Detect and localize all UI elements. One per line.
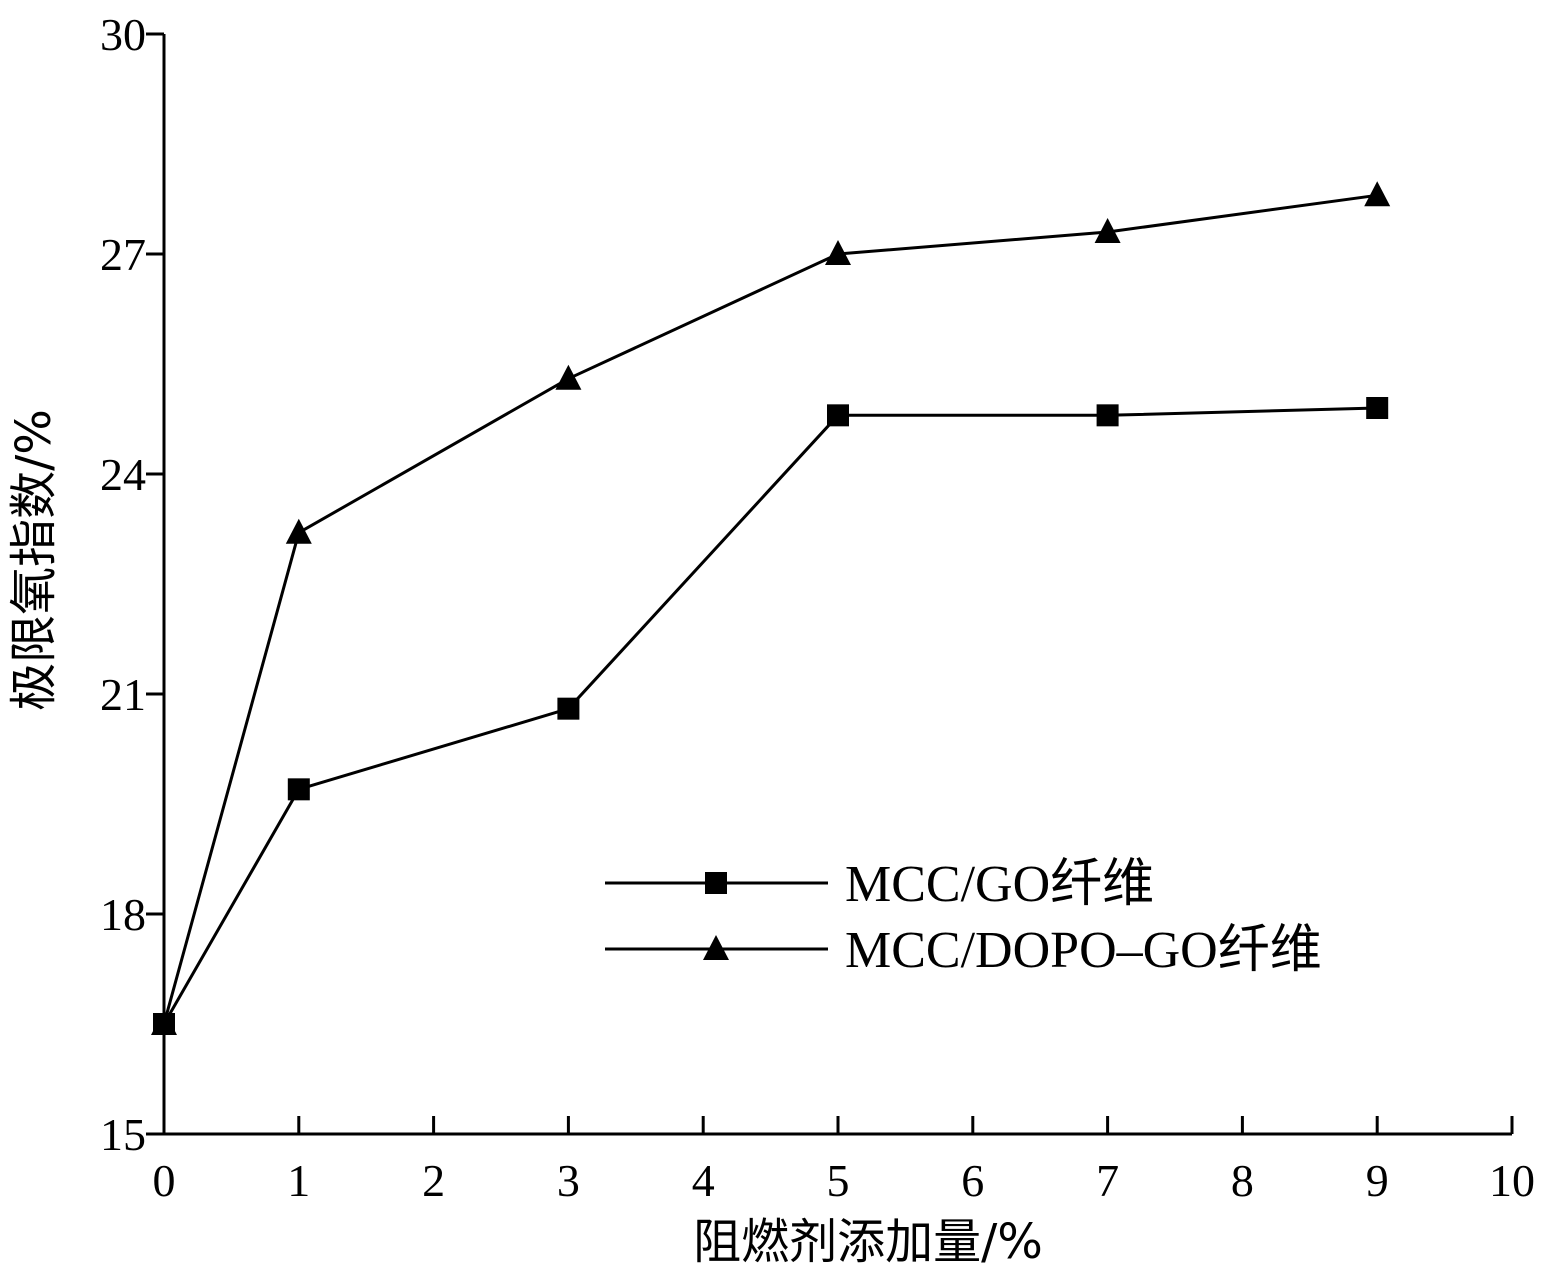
y-tick-label: 24 (100, 449, 146, 500)
data-point-triangle (285, 518, 312, 544)
data-point-triangle (825, 240, 851, 265)
data-point-square (1096, 404, 1119, 427)
x-tick-label: 3 (557, 1155, 580, 1206)
x-tick-label: 2 (422, 1155, 445, 1206)
x-tick-label: 10 (1489, 1155, 1535, 1206)
legend-marker-square (705, 872, 727, 894)
x-tick-label: 5 (827, 1155, 850, 1206)
legend-item-mcc-dopo-go: MCC/DOPO–GO纤维 (605, 922, 1322, 979)
data-point-square (557, 697, 580, 720)
y-tick-label: 21 (100, 669, 146, 720)
x-ticks: 0 1 2 3 4 5 6 7 8 9 10 (153, 1116, 1535, 1206)
plot-area (151, 181, 1391, 1035)
x-tick-label: 0 (153, 1155, 176, 1206)
data-point-triangle (555, 364, 582, 390)
x-tick-label: 7 (1096, 1155, 1119, 1206)
x-axis-title: 阻燃剂添加量/% (693, 1214, 1043, 1270)
data-point-square (1366, 397, 1389, 419)
series-line-mcc-go (162, 406, 1378, 1025)
y-ticks: 15 18 21 24 27 30 (100, 9, 164, 1160)
data-point-triangle (1094, 218, 1121, 243)
x-tick-label: 9 (1366, 1155, 1389, 1206)
y-tick-label: 27 (100, 229, 146, 280)
data-point-square (827, 404, 849, 427)
y-tick-label: 18 (100, 889, 146, 940)
legend-item-mcc-go: MCC/GO纤维 (605, 856, 1154, 913)
series-line-mcc-dopo-go (162, 193, 1378, 1025)
x-tick-label: 8 (1231, 1155, 1254, 1206)
x-tick-label: 4 (692, 1155, 715, 1206)
data-point-square (287, 778, 310, 801)
legend-label-mcc-go: MCC/GO纤维 (845, 856, 1154, 913)
legend-label-mcc-dopo-go: MCC/DOPO–GO纤维 (845, 922, 1322, 979)
y-axis-title: 极限氧指数/% (6, 409, 62, 711)
y-tick-label: 30 (100, 9, 146, 60)
x-tick-label: 1 (287, 1155, 310, 1206)
x-tick-label: 6 (961, 1155, 984, 1206)
legend: MCC/GO纤维 MCC/DOPO–GO纤维 (605, 856, 1322, 979)
data-point-triangle (151, 1010, 177, 1035)
y-tick-label: 15 (100, 1109, 146, 1160)
legend-marker-triangle (703, 935, 729, 960)
data-point-triangle (1364, 181, 1391, 207)
